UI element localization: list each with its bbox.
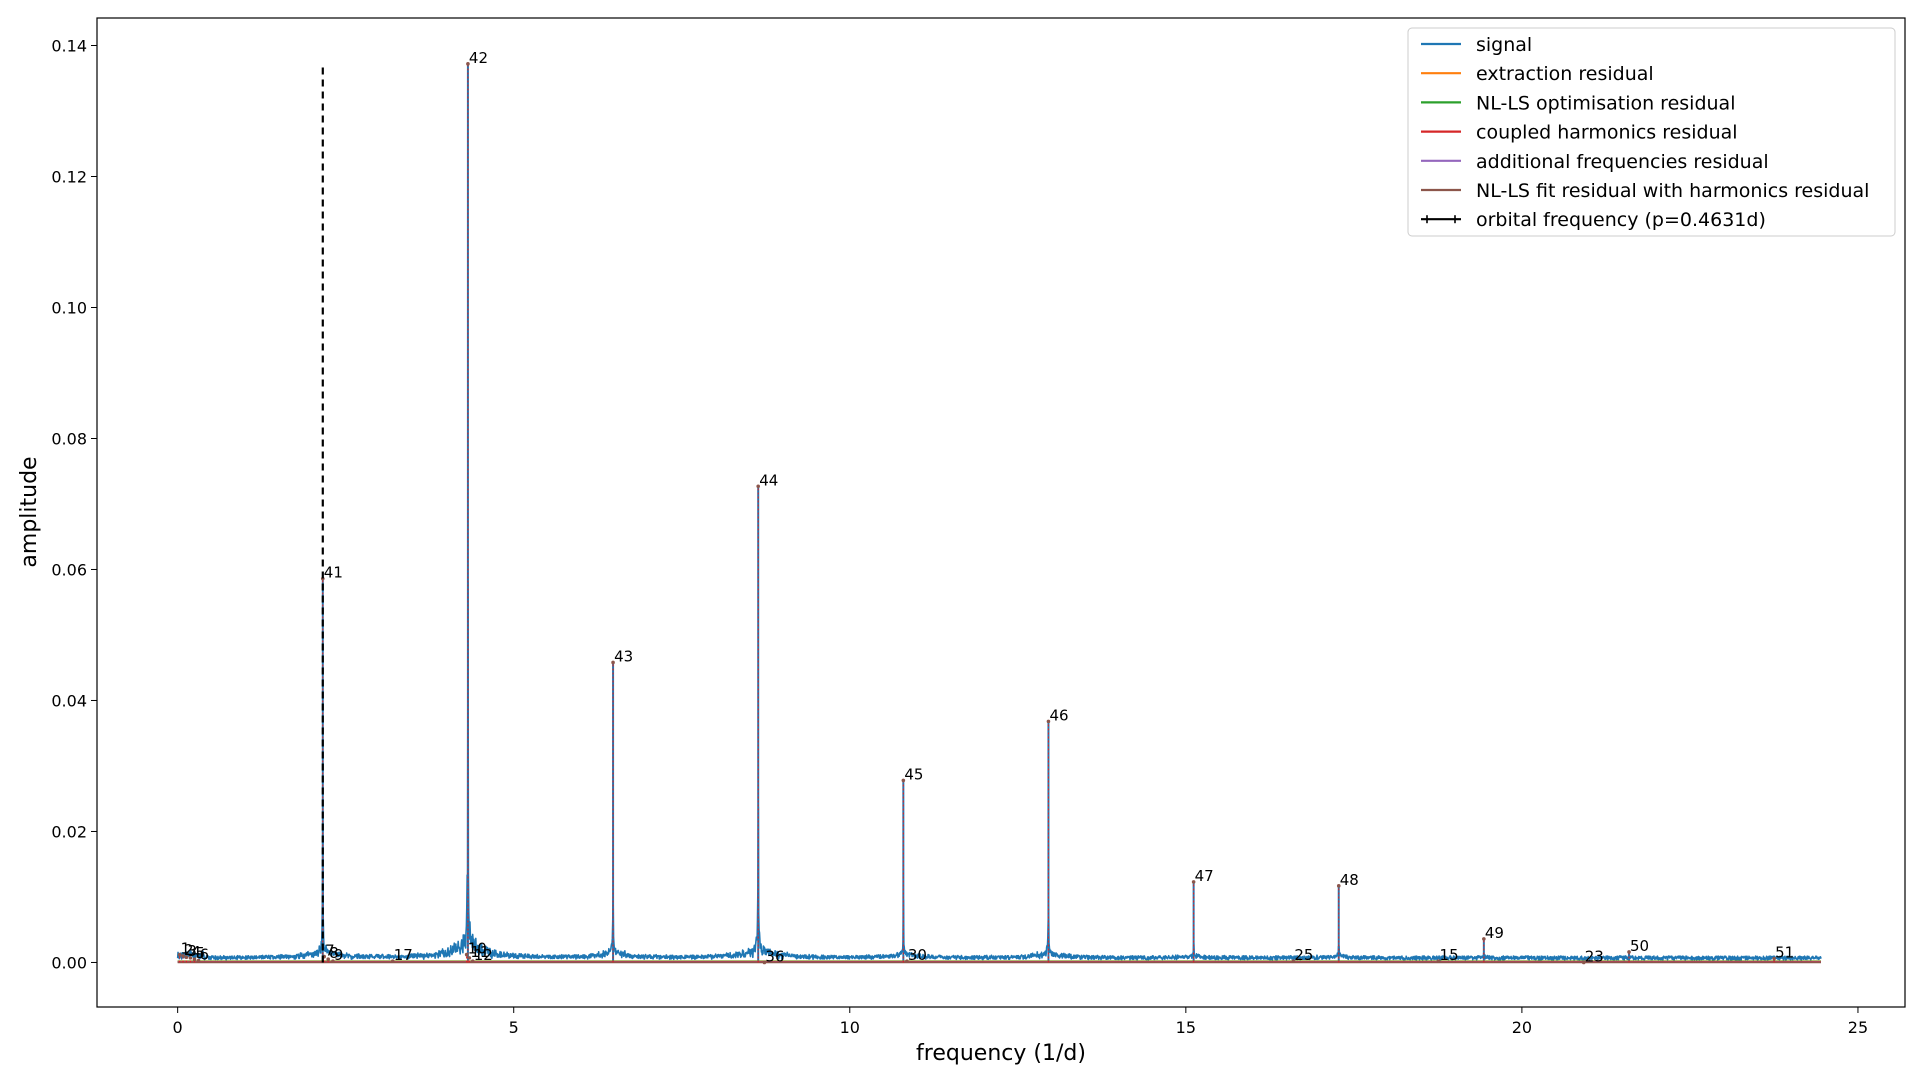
frequency-marker: [1191, 880, 1196, 884]
peak-label: 9: [334, 946, 344, 964]
peak-label: 47: [1195, 867, 1214, 885]
legend-label: NL-LS optimisation residual: [1476, 92, 1735, 114]
peak-label: 51: [1775, 944, 1794, 962]
frequency-marker: [1581, 960, 1586, 965]
frequency-marker: [188, 956, 193, 960]
peak-label: 46: [1049, 706, 1068, 724]
x-tick-label: 20: [1512, 1018, 1532, 1037]
peak-label: 5: [195, 944, 205, 962]
peak-label: 8: [329, 944, 339, 962]
frequency-marker: [331, 959, 335, 963]
y-axis-label: amplitude: [17, 456, 42, 567]
frequency-marker: [326, 957, 331, 961]
plot-frame: [96, 17, 1906, 1008]
legend-label: orbital frequency (p=0.4631d): [1476, 209, 1766, 231]
legend-label: signal: [1476, 34, 1532, 56]
legend-label: NL-LS fit residual with harmonics residu…: [1476, 180, 1869, 202]
peak-label: 44: [759, 471, 778, 489]
frequency-marker: [905, 959, 909, 963]
frequency-marker: [1046, 719, 1051, 724]
frequency-marker: [470, 959, 475, 963]
frequency-marker: [1336, 884, 1341, 888]
y-axis: 0.00 0.02 0.04 0.06 0.08 0.10 0.12 0.14: [51, 37, 97, 972]
frequency-marker: [464, 952, 469, 957]
signal-series-line: [176, 581, 1822, 961]
peak-label: 45: [904, 765, 923, 783]
x-tick-label: 0: [173, 1018, 183, 1037]
peak-label: 11: [470, 943, 489, 961]
frequency-marker: [181, 954, 185, 958]
frequency-marker: [1772, 956, 1776, 961]
peak-label: 25: [1294, 946, 1313, 964]
x-axis: 0 5 10 15 20 25: [173, 1007, 1868, 1037]
peak-label: 30: [908, 946, 927, 964]
peak-label: 10: [468, 940, 487, 958]
peak-label: 1: [181, 940, 191, 958]
frequency-marker: [901, 778, 906, 783]
x-tick-label: 10: [840, 1018, 860, 1037]
legend-label: coupled harmonics residual: [1476, 122, 1738, 144]
x-tick-label: 25: [1848, 1018, 1868, 1037]
peak-label: 36: [765, 947, 784, 965]
frequency-marker: [177, 952, 182, 957]
frequency-marker: [1627, 950, 1631, 954]
y-tick-label: 0.00: [51, 953, 87, 972]
peak-label: 41: [324, 564, 343, 582]
peak-label: 15: [1440, 946, 1459, 964]
frequency-marker: [1436, 959, 1441, 963]
peak-label: 2: [184, 941, 194, 959]
data-layer: [176, 62, 1822, 965]
x-tick-label: 15: [1176, 1018, 1196, 1037]
peak-label: 3: [187, 942, 197, 960]
frequency-marker: [390, 959, 395, 963]
peak-label: 4: [191, 943, 201, 961]
frequency-marker: [762, 960, 767, 965]
legend-items: signal extraction residual NL-LS optimisat…: [1421, 34, 1869, 231]
frequency-marker: [611, 660, 615, 665]
frequency-marker: [196, 958, 201, 963]
frequency-marker: [1291, 959, 1296, 963]
frequency-marker: [756, 484, 761, 489]
peak-label: 23: [1585, 947, 1604, 965]
y-tick-label: 0.02: [51, 822, 87, 841]
y-tick-label: 0.12: [51, 168, 87, 187]
peak-label: 50: [1630, 937, 1649, 955]
legend: signal extraction residual NL-LS optimisat…: [1407, 27, 1896, 237]
peak-label: 48: [1340, 871, 1359, 889]
legend-label: extraction residual: [1476, 63, 1654, 85]
peak-label: 6: [199, 945, 209, 963]
frequency-marker: [184, 955, 189, 960]
x-tick-label: 5: [509, 1018, 519, 1037]
frequency-marker: [466, 62, 470, 66]
frequency-marker: [467, 956, 472, 960]
y-tick-label: 0.14: [51, 37, 87, 56]
peak-label: 43: [614, 647, 633, 665]
y-tick-label: 0.04: [51, 691, 87, 710]
frequency-marker: [1482, 937, 1486, 941]
frequency-marker: [192, 957, 197, 961]
legend-frame: [1407, 27, 1896, 237]
y-tick-label: 0.08: [51, 429, 87, 448]
peak-label: 17: [394, 946, 413, 964]
peak-label: 42: [469, 49, 488, 67]
y-tick-label: 0.06: [51, 560, 87, 579]
x-axis-label: frequency (1/d): [916, 1041, 1086, 1066]
legend-label: additional frequencies residual: [1476, 151, 1769, 173]
peak-label: 49: [1485, 924, 1504, 942]
peak-label: 12: [474, 946, 493, 964]
y-tick-label: 0.10: [51, 298, 87, 317]
peak-label: 7: [325, 942, 335, 960]
